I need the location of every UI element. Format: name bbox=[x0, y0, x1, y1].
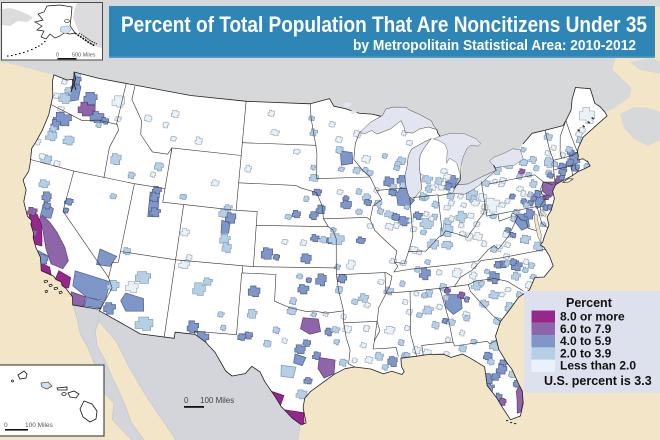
svg-text:0: 0 bbox=[4, 422, 8, 429]
svg-text:by Metropolitain Statistical A: by Metropolitain Statistical Area: 2010-… bbox=[353, 38, 636, 54]
svg-text:Percent of Total Population Th: Percent of Total Population That Are Non… bbox=[121, 12, 647, 37]
svg-text:100 Miles: 100 Miles bbox=[200, 396, 234, 405]
svg-text:8.0 or more: 8.0 or more bbox=[560, 310, 625, 324]
svg-text:0: 0 bbox=[56, 53, 59, 59]
svg-text:2.0 to 3.9: 2.0 to 3.9 bbox=[560, 346, 612, 360]
svg-text:6.0 to 7.9: 6.0 to 7.9 bbox=[560, 322, 612, 336]
svg-text:Less than 2.0: Less than 2.0 bbox=[560, 359, 636, 373]
svg-text:Percent: Percent bbox=[566, 296, 613, 310]
svg-text:100 Miles: 100 Miles bbox=[25, 422, 54, 429]
svg-text:4.0 to 5.9: 4.0 to 5.9 bbox=[560, 334, 612, 348]
svg-text:U.S. percent is 3.3: U.S. percent is 3.3 bbox=[544, 374, 652, 388]
svg-text:500 Miles: 500 Miles bbox=[72, 53, 96, 59]
svg-text:0: 0 bbox=[184, 396, 189, 405]
